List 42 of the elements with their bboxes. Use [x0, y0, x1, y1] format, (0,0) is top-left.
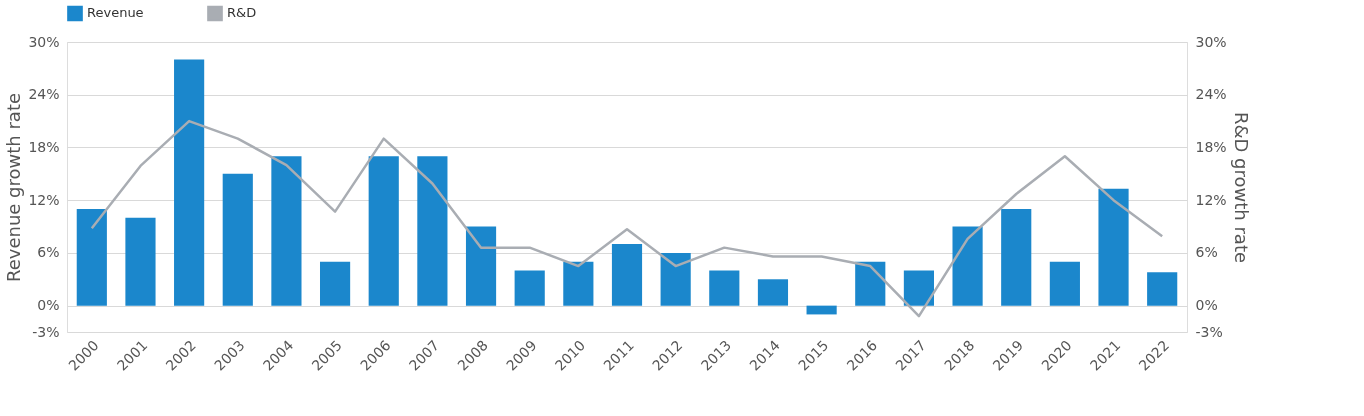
bar: [660, 252, 691, 306]
y-tick-label: -3%: [32, 323, 60, 340]
bar: [271, 156, 302, 306]
bar: [125, 217, 156, 306]
bar: [1147, 272, 1178, 306]
y-tick-label: 0%: [37, 297, 60, 314]
bar: [465, 226, 497, 306]
legend-label: Revenue: [87, 5, 144, 21]
bar: [320, 261, 351, 306]
y2-tick-label: 24%: [1195, 86, 1227, 103]
bar: [1098, 188, 1129, 306]
y-tick-label: 6%: [37, 244, 60, 261]
bar: [855, 261, 886, 306]
bar: [709, 270, 740, 306]
bar: [514, 270, 545, 306]
bar: [1001, 208, 1032, 306]
y-axis-title: Revenue growth rate: [3, 92, 25, 283]
bar: [757, 279, 789, 306]
y-tick-label: 30%: [28, 33, 60, 50]
bar: [76, 208, 107, 306]
bar: [952, 226, 983, 306]
y2-tick-label: 30%: [1195, 33, 1227, 50]
y2-tick-label: -3%: [1195, 323, 1223, 340]
y2-tick-label: 18%: [1195, 138, 1227, 155]
y-tick-label: 24%: [28, 86, 60, 103]
bar: [417, 156, 448, 306]
bar: [806, 305, 837, 315]
bar: [174, 59, 205, 306]
bar: [611, 244, 643, 306]
y2-tick-label: 0%: [1195, 297, 1218, 314]
y2-tick-label: 6%: [1195, 244, 1218, 261]
y-tick-label: 12%: [28, 191, 60, 208]
bar: [1049, 261, 1080, 306]
y-tick-label: 18%: [28, 138, 60, 155]
y2-tick-label: 12%: [1195, 191, 1227, 208]
bar: [222, 173, 253, 306]
bar: [368, 156, 399, 306]
legend-label: R&D: [227, 5, 257, 21]
y2-axis-title: R&D growth rate: [1230, 111, 1252, 264]
bar: [903, 270, 934, 306]
line-series: [90, 119, 1164, 318]
bar: [563, 261, 594, 306]
